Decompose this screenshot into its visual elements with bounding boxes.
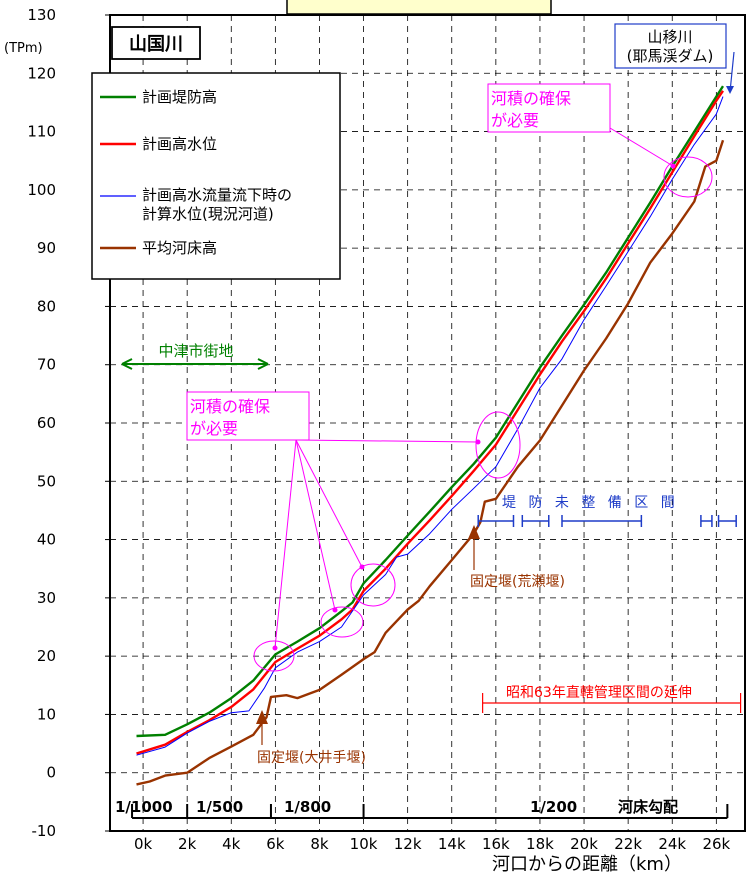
problem-ellipse-1 <box>663 156 713 198</box>
city-area-label: 中津市街地 <box>158 342 233 360</box>
legend-label-4: 平均河床高 <box>142 239 217 257</box>
extension-label: 昭和63年直轄管理区間の延伸 <box>506 684 692 701</box>
capacity-note-upper-line1: 河積の確保 <box>491 89 571 108</box>
legend-label-1: 計画堤防高 <box>142 88 217 106</box>
y-tick-label: 60 <box>37 414 56 432</box>
problem-ellipse-5 <box>253 640 295 672</box>
city-arrowhead-right <box>257 358 269 370</box>
y-tick-label: 100 <box>27 181 56 199</box>
y-tick-label: 50 <box>37 472 56 490</box>
y-tick-label: 10 <box>37 705 56 723</box>
gradient-title: 河床勾配 <box>618 798 678 816</box>
y-tick-label: 90 <box>37 239 56 257</box>
y-tick-label: 80 <box>37 297 56 315</box>
capacity-pointer-2 <box>295 439 479 443</box>
pointer-tip-5 <box>670 163 676 169</box>
series-line-2 <box>136 90 724 755</box>
capacity-note-lower-box <box>186 391 310 441</box>
weir-oi-arrowhead <box>256 710 268 724</box>
pointer-tip-3 <box>332 607 338 613</box>
legend-label-3a: 計画高水流量流下時の <box>142 186 292 204</box>
y-tick-label: 70 <box>37 356 56 374</box>
x-tick-label: 16k <box>482 835 510 853</box>
city-arrowhead-left <box>121 358 133 370</box>
y-axis-label: (TPm) <box>4 41 43 56</box>
problem-ellipse-3 <box>350 563 396 607</box>
x-tick-label: 22k <box>614 835 642 853</box>
problem-ellipse-4 <box>320 606 364 638</box>
weir-arase-label: 固定堰(荒瀬堰) <box>470 574 565 590</box>
y-tick-label: 30 <box>37 589 56 607</box>
capacity-note-lower-line1: 河積の確保 <box>190 397 270 416</box>
x-tick-label: 8k <box>310 835 329 853</box>
legend-label-3b: 計算水位(現況河道) <box>142 205 274 223</box>
y-tick-label: 130 <box>27 6 56 24</box>
x-tick-label: 12k <box>394 835 422 853</box>
x-tick-label: 14k <box>438 835 466 853</box>
capacity-note-lower-line2: が必要 <box>190 419 238 438</box>
capacity-note-upper-box <box>487 83 611 133</box>
header-box <box>286 0 552 15</box>
tributary-box: 山移川 (耶馬渓ダム) <box>614 23 727 69</box>
capacity-pointer-5 <box>295 439 363 568</box>
y-tick-label: 120 <box>27 64 56 82</box>
x-tick-label: 10k <box>350 835 378 853</box>
tributary-label-line2: (耶馬渓ダム) <box>627 47 714 65</box>
y-tick-label: -10 <box>32 822 57 840</box>
weir-arase-arrowhead <box>468 525 480 539</box>
x-tick-label: 18k <box>526 835 554 853</box>
annotation-layer: 中津市街地河積の確保が必要河積の確保が必要固定堰(大井手堰)固定堰(荒瀬堰)堤 … <box>121 51 742 766</box>
y-tick-label: 0 <box>46 764 56 782</box>
y-tick-label: 20 <box>37 647 56 665</box>
capacity-note-upper-line2: が必要 <box>491 111 539 130</box>
x-tick-label: 2k <box>178 835 197 853</box>
gradient-label-3: 1/800 <box>284 798 331 816</box>
tributary-label-line1: 山移川 <box>647 28 692 46</box>
y-tick-label: 110 <box>27 123 56 141</box>
gradient-label-1: 1/1000 <box>115 798 173 816</box>
title-box: 山国川 <box>111 26 201 60</box>
x-axis-ticks: 0k 2k 4k 6k 8k 10k 12k 14k 16k 18k 20k 22k 24k 26k <box>134 835 731 853</box>
x-tick-label: 26k <box>702 835 730 853</box>
levee-unbuilt-label: 堤 防 未 整 備 区 間 <box>502 495 679 511</box>
pointer-tip-1 <box>475 439 481 445</box>
capacity-pointer-1 <box>609 127 674 167</box>
tributary-arrowhead <box>726 86 734 94</box>
x-axis-label: 河口からの距離（km） <box>492 854 682 875</box>
problem-ellipse-2 <box>475 411 521 479</box>
capacity-pointer-3 <box>274 439 297 649</box>
chart-title: 山国川 <box>129 34 183 55</box>
series-line-1 <box>136 85 725 738</box>
y-tick-label: 40 <box>37 531 56 549</box>
tributary-pointer <box>729 51 735 93</box>
pointer-tip-2 <box>272 645 278 651</box>
x-tick-label: 4k <box>222 835 241 853</box>
x-tick-label: 0k <box>134 835 153 853</box>
gradient-bar: 1/1000 1/500 1/800 1/200 河床勾配 <box>115 798 729 819</box>
x-tick-label: 20k <box>570 835 598 853</box>
gradient-label-4: 1/200 <box>530 798 577 816</box>
gradient-label-2: 1/500 <box>196 798 243 816</box>
x-tick-label: 6k <box>266 835 285 853</box>
series-layer <box>136 85 725 786</box>
pointer-tip-4 <box>359 564 365 570</box>
x-tick-label: 24k <box>658 835 686 853</box>
series-line-3 <box>136 96 724 756</box>
capacity-pointer-4 <box>295 439 336 611</box>
series-line-4 <box>136 139 725 786</box>
legend-label-2: 計画高水位 <box>142 135 217 153</box>
weir-oi-label: 固定堰(大井手堰) <box>257 750 366 766</box>
